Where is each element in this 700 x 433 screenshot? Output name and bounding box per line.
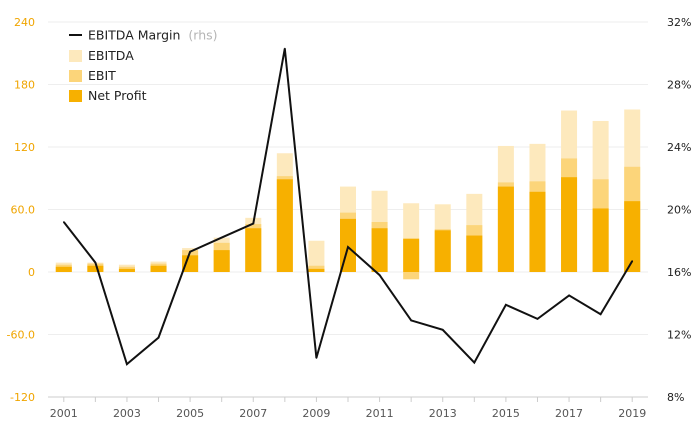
y-right-tick-label: 24% [667, 141, 691, 154]
net-profit-bar [403, 238, 420, 272]
y-right-tick-label: 20% [667, 204, 691, 217]
net-profit-bar [87, 265, 104, 272]
x-tick-label: 2007 [239, 407, 267, 420]
legend-label-ebitda-margin: EBITDA Margin (rhs) [88, 28, 218, 43]
y-left-tick-label: 120 [14, 141, 35, 154]
net-profit-bar [466, 235, 483, 272]
legend-label-ebit: EBIT [88, 68, 116, 83]
ebitda-margin-point [599, 313, 602, 315]
net-profit-bar [276, 179, 293, 272]
x-tick-label: 2019 [618, 407, 646, 420]
ebitda-margin-point [441, 329, 444, 331]
ebitda-margin-point [473, 361, 476, 364]
bars [55, 109, 641, 280]
x-tick-label: 2005 [176, 407, 204, 420]
y-right-tick-label: 8% [667, 391, 684, 404]
y-right-tick-label: 32% [667, 16, 691, 29]
net-profit-bar [434, 230, 451, 272]
net-profit-bar [561, 177, 578, 272]
ebitda-bar [308, 240, 325, 272]
net-profit-bar [529, 191, 546, 272]
ebitda-margin-point [347, 246, 349, 248]
net-profit-bar [497, 186, 514, 272]
net-profit-bar [118, 268, 135, 272]
legend-suffix-rhs: (rhs) [188, 28, 217, 43]
x-tick-label: 2009 [302, 407, 330, 420]
y-left-tick-label: -120 [10, 391, 35, 404]
y-left-tick-label: 60.0 [11, 204, 36, 217]
ebitda-margin-point [220, 236, 223, 239]
ebitda-margin-point [505, 304, 507, 306]
ebitda-margin-point [157, 336, 160, 339]
net-profit-bar [308, 268, 325, 272]
legend-swatch-ebitda [69, 50, 82, 62]
y-right-tick-label: 16% [667, 266, 691, 279]
ebitda-margin-point [284, 47, 286, 50]
y-right-tick-label: 28% [667, 79, 691, 92]
legend-swatch-net-profit [69, 90, 82, 102]
net-profit-bar [245, 228, 262, 272]
ebitda-margin-point [315, 357, 318, 359]
net-profit-bar [592, 208, 609, 272]
net-profit-bar [213, 250, 230, 272]
net-profit-bar [624, 201, 641, 272]
y-left-tick-label: 0 [28, 266, 35, 279]
x-tick-label: 2013 [429, 407, 457, 420]
x-tick-label: 2017 [555, 407, 583, 420]
y-left-tick-label: -60.0 [7, 329, 35, 342]
margin-line [62, 47, 634, 366]
net-profit-bar [55, 266, 72, 272]
ebitda-margin-point [568, 294, 570, 297]
ebitda-margin-point [62, 221, 65, 223]
ebitda-margin-point [94, 261, 97, 264]
x-tick-label: 2011 [366, 407, 394, 420]
ebitda-margin-point [536, 318, 539, 320]
net-profit-bar [182, 255, 199, 272]
ebit-bar [403, 272, 420, 280]
x-tick-label: 2001 [50, 407, 78, 420]
ebitda-margin-point [189, 250, 191, 253]
y-left-tick-label: 240 [14, 16, 35, 29]
legend-swatch-ebit [69, 70, 82, 82]
legend-label-net-profit: Net Profit [88, 88, 147, 103]
ebitda-margin-point [410, 319, 412, 322]
x-tick-label: 2015 [492, 407, 520, 420]
y-right-tick-label: 12% [667, 329, 691, 342]
y-left-tick-label: 180 [14, 79, 35, 92]
net-profit-bar [371, 228, 388, 272]
ebitda-margin-point [252, 222, 255, 225]
axes: 240 32% 180 28% 120 24% 60.0 20% 0 16% -60.0 12% -12… [7, 16, 692, 420]
x-tick-label: 2003 [113, 407, 141, 420]
ebitda-margin-point [631, 260, 634, 262]
ebitda-margin-point [126, 363, 128, 365]
legend: EBITDA Margin (rhs) EBITDA EBIT Net Prof… [69, 28, 218, 103]
net-profit-bar [150, 265, 167, 272]
legend-label-ebitda: EBITDA [88, 48, 134, 63]
ebitda-margin-point [378, 274, 381, 276]
